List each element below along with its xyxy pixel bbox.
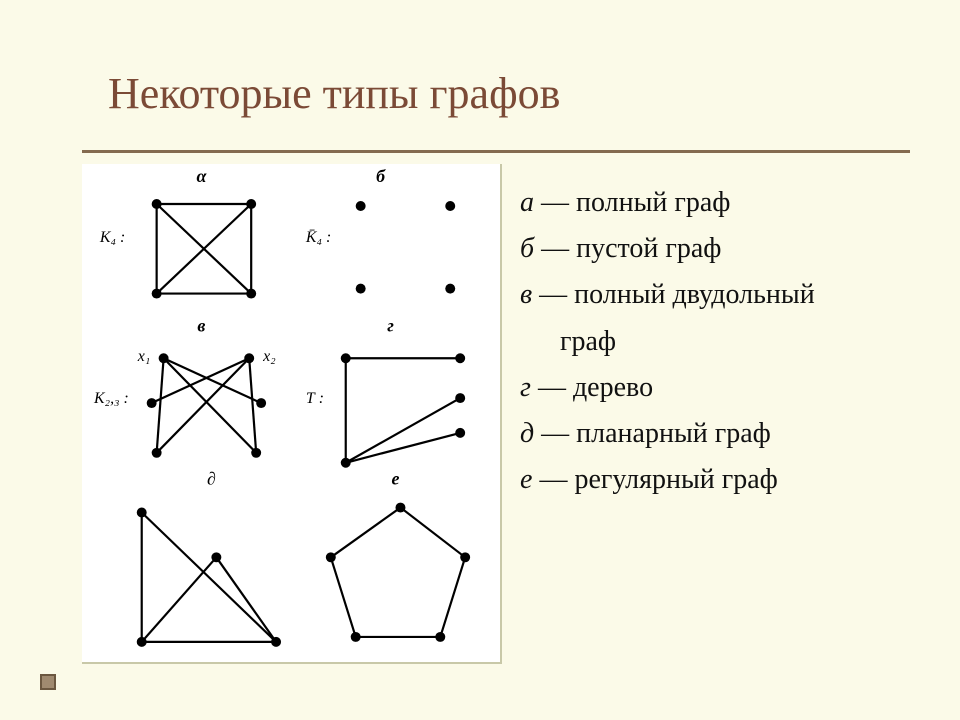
- title-underline: [82, 150, 910, 153]
- graph-v: в K₂,₃ : x₁ x₂: [93, 315, 276, 457]
- graph-title-label: e: [392, 469, 400, 489]
- page-title: Некоторые типы графов: [108, 68, 560, 119]
- legend-row: д — планарный граф: [520, 411, 940, 457]
- legend-text: дерево: [573, 372, 653, 403]
- graph-edge: [216, 557, 276, 642]
- graph-node: [455, 353, 465, 363]
- legend-text: пустой граф: [576, 233, 721, 264]
- legend-label: в: [520, 279, 532, 310]
- legend-text: полный двудольный: [574, 279, 815, 310]
- graph-node: [152, 199, 162, 209]
- legend-label: а: [520, 187, 534, 218]
- graph-title-label: в: [197, 315, 205, 335]
- graph-types-diagram: α K₄ : б K̄₄ : в K₂,₃ : x₁ x₂ г Т : ∂ e: [82, 164, 502, 664]
- legend-row: а — полный граф: [520, 180, 940, 226]
- graph-node: [341, 353, 351, 363]
- legend-label: г: [520, 372, 531, 403]
- graph-edge: [331, 508, 401, 558]
- graph-edge: [142, 557, 217, 642]
- diagram-svg: α K₄ : б K̄₄ : в K₂,₃ : x₁ x₂ г Т : ∂ e: [82, 164, 500, 662]
- graph-b: б K̄₄ :: [305, 166, 455, 293]
- graph-edge: [440, 557, 465, 637]
- graph-node: [244, 353, 254, 363]
- legend-label: е: [520, 464, 532, 495]
- graph-node: [351, 632, 361, 642]
- legend-row: в — полный двудольный: [520, 272, 940, 318]
- graph-title-label: г: [387, 315, 394, 335]
- legend-label: б: [520, 233, 534, 264]
- graph-node: [356, 201, 366, 211]
- graph-node-label: x₁: [137, 348, 151, 365]
- graph-e: e: [326, 469, 470, 642]
- graph-a: α K₄ :: [99, 166, 256, 298]
- legend-row: граф: [520, 319, 940, 365]
- graph-prefix-label: Т :: [306, 390, 324, 407]
- graph-d: ∂: [137, 469, 281, 647]
- graph-node: [445, 201, 455, 211]
- graph-node: [159, 353, 169, 363]
- legend-list: а — полный графб — пустой графв — полный…: [520, 180, 940, 503]
- legend-label: д: [520, 418, 534, 449]
- graph-node: [137, 637, 147, 647]
- graph-node: [455, 393, 465, 403]
- graph-node: [211, 552, 221, 562]
- legend-text: граф: [560, 326, 616, 357]
- graph-edge: [164, 358, 257, 453]
- legend-text: планарный граф: [576, 418, 771, 449]
- graph-edge: [157, 358, 164, 453]
- graph-node: [271, 637, 281, 647]
- graph-edge: [346, 398, 460, 463]
- slide-bullet-icon: [40, 674, 56, 690]
- graph-node-label: x₂: [262, 348, 276, 365]
- graph-node: [246, 289, 256, 299]
- graph-node: [455, 428, 465, 438]
- legend-row: е — регулярный граф: [520, 457, 940, 503]
- graph-edge: [142, 513, 276, 642]
- graph-node: [341, 458, 351, 468]
- legend-row: г — дерево: [520, 365, 940, 411]
- graph-node: [137, 508, 147, 518]
- graph-prefix-label: K̄₄ :: [305, 229, 331, 246]
- graph-node: [460, 552, 470, 562]
- graph-node: [147, 398, 157, 408]
- graph-prefix-label: K₄ :: [99, 229, 125, 246]
- graph-title-label: ∂: [207, 469, 216, 489]
- graph-node: [246, 199, 256, 209]
- graph-node: [256, 398, 266, 408]
- graph-title-label: α: [196, 166, 207, 186]
- legend-text: полный граф: [576, 187, 730, 218]
- graph-node: [251, 448, 261, 458]
- graph-node: [152, 448, 162, 458]
- graph-title-label: б: [376, 166, 386, 186]
- graph-edge: [249, 358, 256, 453]
- graph-edge: [346, 433, 460, 463]
- graph-node: [435, 632, 445, 642]
- graph-node: [356, 284, 366, 294]
- graph-prefix-label: K₂,₃ :: [93, 390, 129, 407]
- graph-edge: [331, 557, 356, 637]
- graph-node: [396, 503, 406, 513]
- legend-row: б — пустой граф: [520, 226, 940, 272]
- graph-edge: [400, 508, 465, 558]
- graph-node: [445, 284, 455, 294]
- graph-g: г Т :: [306, 315, 465, 467]
- graph-node: [152, 289, 162, 299]
- legend-text: регулярный граф: [574, 464, 777, 495]
- graph-edge: [157, 358, 250, 453]
- graph-node: [326, 552, 336, 562]
